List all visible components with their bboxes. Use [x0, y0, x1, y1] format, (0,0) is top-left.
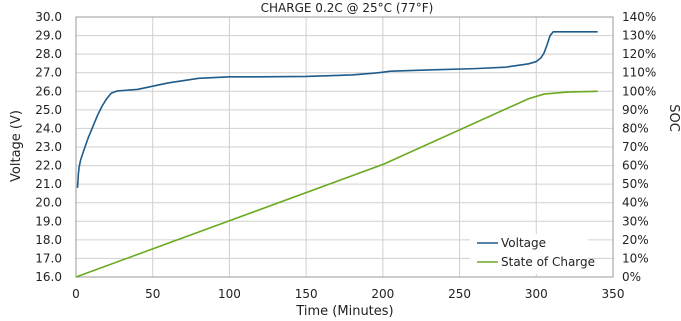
- y-tick-label: 23.0: [35, 140, 62, 154]
- y-tick-label: 21.0: [35, 177, 62, 191]
- chart-title: CHARGE 0.2C @ 25°C (77°F): [261, 1, 434, 15]
- series-line-voltage: [76, 31, 598, 188]
- series-line-state-of-charge: [75, 90, 598, 278]
- y-tick-label: 18.0: [35, 233, 62, 247]
- y-tick-label: 19.0: [35, 214, 62, 228]
- y-tick-label: 16.0: [35, 270, 62, 284]
- x-axis-label: Time (Minutes): [295, 304, 393, 319]
- y2-tick-label: 100%: [622, 84, 656, 98]
- legend: Voltage State of Charge: [470, 234, 595, 274]
- legend-box: [470, 234, 588, 274]
- y-tick-label: 22.0: [35, 159, 62, 173]
- plot-frame: [75, 16, 614, 278]
- y-tick-label: 29.0: [35, 29, 62, 43]
- y-tick-label: 26.0: [35, 84, 62, 98]
- y-tick-label: 27.0: [35, 66, 62, 80]
- y2-tick-label: 140%: [622, 10, 656, 24]
- x-tick-label: 100: [218, 287, 241, 301]
- y2-tick-label: 70%: [622, 140, 649, 154]
- y2-tick-label: 0%: [622, 270, 641, 284]
- y2-tick-label: 30%: [622, 214, 649, 228]
- legend-label-voltage: Voltage: [501, 236, 546, 250]
- y2-tick-label: 90%: [622, 103, 649, 117]
- x-tick-label: 50: [145, 287, 160, 301]
- x-tick-label: 200: [371, 287, 394, 301]
- x-tick-label: 150: [295, 287, 318, 301]
- y-axis-ticks: 16.0 17.0 18.0 19.0 20.0 21.0 22.0 23.0 24.0 25.0…: [35, 10, 62, 284]
- y2-tick-label: 50%: [622, 177, 649, 191]
- series-layer: [75, 31, 598, 278]
- y2-tick-label: 10%: [622, 251, 649, 265]
- y-tick-label: 17.0: [35, 251, 62, 265]
- x-tick-label: 350: [602, 287, 625, 301]
- y-axis-label: Voltage (V): [9, 110, 24, 182]
- x-tick-label: 300: [525, 287, 548, 301]
- y2-tick-label: 80%: [622, 121, 649, 135]
- y2-tick-label: 120%: [622, 47, 656, 61]
- y2-tick-label: 20%: [622, 233, 649, 247]
- y2-axis-ticks: 0% 10% 20% 30% 40% 50% 60% 70% 80% 90% 100% 110% 120…: [622, 10, 656, 284]
- x-tick-label: 0: [72, 287, 80, 301]
- x-axis-ticks: 0 50 100 150 200 250 300 350: [72, 287, 624, 301]
- y-tick-label: 28.0: [35, 47, 62, 61]
- y2-axis-label: SOC: [666, 104, 681, 132]
- x-tick-label: 250: [448, 287, 471, 301]
- y2-tick-label: 110%: [622, 66, 656, 80]
- y-tick-label: 30.0: [35, 10, 62, 24]
- y2-tick-label: 40%: [622, 196, 649, 210]
- y-tick-label: 25.0: [35, 103, 62, 117]
- y-tick-label: 20.0: [35, 196, 62, 210]
- legend-label-soc: State of Charge: [501, 255, 595, 269]
- y2-tick-label: 130%: [622, 29, 656, 43]
- y-tick-label: 24.0: [35, 121, 62, 135]
- y2-tick-label: 60%: [622, 159, 649, 173]
